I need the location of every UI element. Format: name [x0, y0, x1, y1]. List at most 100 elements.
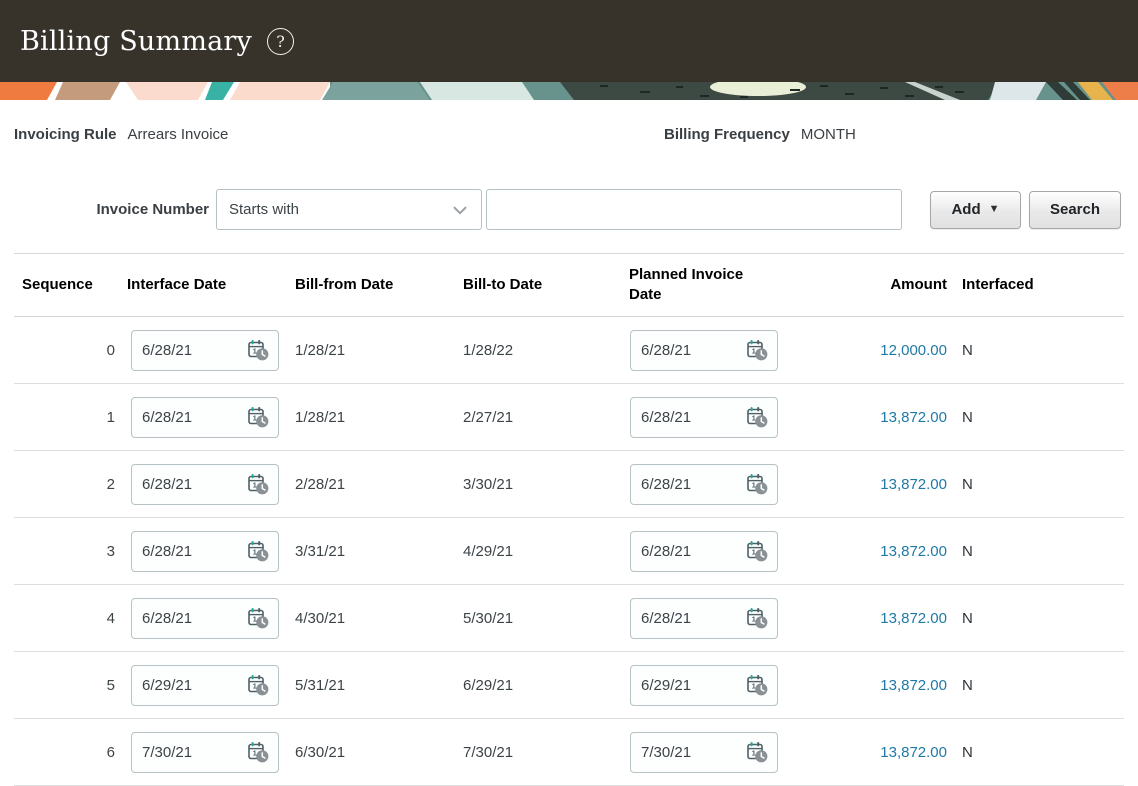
planned-invoice-date-picker-button[interactable]: 1: [744, 605, 770, 631]
interfaced-value: N: [962, 542, 973, 560]
table-body: 0 1 1/28/21 1/28/22: [14, 317, 1124, 786]
interface-date-picker-button[interactable]: 1: [245, 672, 271, 698]
bill-to-date-value: 2/27/21: [463, 408, 514, 426]
amount-link[interactable]: 13,872.00: [880, 676, 947, 694]
amount-link[interactable]: 13,872.00: [880, 542, 947, 560]
table-row: 3 1 3/31/21 4/29/21: [14, 518, 1124, 585]
search-button-label: Search: [1049, 201, 1101, 218]
amount-link[interactable]: 13,872.00: [880, 743, 947, 761]
question-circle-icon[interactable]: ?: [267, 27, 294, 55]
interface-date-field: 1: [131, 530, 279, 572]
info-bar: Invoicing Rule Arrears Invoice Billing F…: [14, 126, 1124, 146]
svg-text:1: 1: [253, 347, 257, 356]
interface-date-cell: 1: [115, 329, 285, 371]
table-row: 6 1 6/30/21 7/30/21: [14, 719, 1124, 786]
interface-date-input[interactable]: [142, 676, 238, 694]
add-button-label: Add: [951, 201, 981, 218]
interface-date-picker-button[interactable]: 1: [245, 404, 271, 430]
invoicing-rule-label: Invoicing Rule: [14, 126, 117, 143]
interface-date-picker-button[interactable]: 1: [245, 605, 271, 631]
bill-from-date-value: 4/30/21: [295, 609, 346, 627]
svg-text:1: 1: [752, 548, 756, 557]
bill-to-date-value: 7/30/21: [463, 743, 514, 761]
svg-text:1: 1: [752, 749, 756, 758]
sequence-value: 2: [106, 475, 115, 493]
bill-from-date-value: 2/28/21: [295, 475, 346, 493]
interface-date-input[interactable]: [142, 542, 238, 560]
planned-invoice-date-picker-button[interactable]: 1: [744, 538, 770, 564]
calendar-clock-icon: 1: [747, 675, 768, 696]
column-header-sequence: Sequence: [22, 275, 93, 293]
caret-down-icon: ▼: [988, 203, 1000, 215]
svg-text:1: 1: [253, 682, 257, 691]
planned-invoice-date-input[interactable]: [641, 408, 737, 426]
interface-date-field: 1: [131, 396, 279, 438]
interface-date-input[interactable]: [142, 609, 238, 627]
interface-date-input[interactable]: [142, 408, 238, 426]
planned-invoice-date-input[interactable]: [641, 341, 737, 359]
interface-date-picker-button[interactable]: 1: [245, 739, 271, 765]
match-condition-select[interactable]: Starts with: [216, 189, 482, 230]
column-header-interfaced: Interfaced: [962, 275, 1034, 293]
table-row: 5 1 5/31/21 6/29/21: [14, 652, 1124, 719]
amount-link[interactable]: 13,872.00: [880, 408, 947, 426]
planned-invoice-date-field: 1: [630, 597, 778, 639]
planned-invoice-date-field: 1: [630, 664, 778, 706]
interface-date-input[interactable]: [142, 743, 238, 761]
interface-date-picker-button[interactable]: 1: [245, 471, 271, 497]
calendar-clock-icon: 1: [747, 608, 768, 629]
interface-date-cell: 1: [115, 396, 285, 438]
planned-invoice-date-field: 1: [630, 396, 778, 438]
amount-cell: 13,872.00: [800, 409, 947, 426]
billing-frequency-value: MONTH: [800, 126, 856, 143]
svg-text:1: 1: [752, 481, 756, 490]
invoice-number-input[interactable]: [486, 189, 902, 230]
interface-date-cell: 1: [115, 731, 285, 773]
planned-invoice-date-picker-button[interactable]: 1: [744, 404, 770, 430]
interface-date-field: 1: [131, 463, 279, 505]
amount-link[interactable]: 12,000.00: [880, 341, 947, 359]
planned-invoice-date-input[interactable]: [641, 542, 737, 560]
svg-text:1: 1: [253, 481, 257, 490]
amount-cell: 13,872.00: [800, 677, 947, 694]
calendar-clock-icon: 1: [248, 608, 269, 629]
sequence-value: 6: [106, 743, 115, 761]
billing-summary-table: Sequence Interface Date Bill-from Date B…: [14, 253, 1124, 786]
interface-date-field: 1: [131, 597, 279, 639]
planned-invoice-date-cell: 1: [621, 396, 800, 438]
planned-invoice-date-picker-button[interactable]: 1: [744, 337, 770, 363]
calendar-clock-icon: 1: [248, 407, 269, 428]
sequence-value: 1: [106, 408, 115, 426]
interface-date-field: 1: [131, 731, 279, 773]
add-button[interactable]: Add ▼: [930, 190, 1021, 229]
planned-invoice-date-picker-button[interactable]: 1: [744, 672, 770, 698]
planned-invoice-date-cell: 1: [621, 731, 800, 773]
planned-invoice-date-input[interactable]: [641, 609, 737, 627]
calendar-clock-icon: 1: [747, 541, 768, 562]
planned-invoice-date-cell: 1: [621, 597, 800, 639]
interfaced-value: N: [962, 676, 973, 694]
search-button[interactable]: Search: [1029, 190, 1121, 229]
invoice-number-label: Invoice Number: [96, 201, 209, 218]
interface-date-picker-button[interactable]: 1: [245, 337, 271, 363]
planned-invoice-date-input[interactable]: [641, 676, 737, 694]
billing-frequency-label: Billing Frequency: [664, 126, 790, 143]
planned-invoice-date-picker-button[interactable]: 1: [744, 471, 770, 497]
interface-date-picker-button[interactable]: 1: [245, 538, 271, 564]
calendar-clock-icon: 1: [248, 742, 269, 763]
planned-invoice-date-picker-button[interactable]: 1: [744, 739, 770, 765]
invoice-search-bar: Invoice Number Starts with Add ▼ Search: [14, 189, 1124, 230]
planned-invoice-date-field: 1: [630, 731, 778, 773]
amount-cell: 13,872.00: [800, 543, 947, 560]
amount-link[interactable]: 13,872.00: [880, 475, 947, 493]
svg-text:1: 1: [752, 682, 756, 691]
planned-invoice-date-input[interactable]: [641, 743, 737, 761]
interface-date-input[interactable]: [142, 475, 238, 493]
planned-invoice-date-field: 1: [630, 329, 778, 371]
column-header-amount: Amount: [890, 275, 947, 293]
planned-invoice-date-input[interactable]: [641, 475, 737, 493]
amount-link[interactable]: 13,872.00: [880, 609, 947, 627]
interface-date-input[interactable]: [142, 341, 238, 359]
amount-cell: 13,872.00: [800, 744, 947, 761]
interfaced-value: N: [962, 408, 973, 426]
